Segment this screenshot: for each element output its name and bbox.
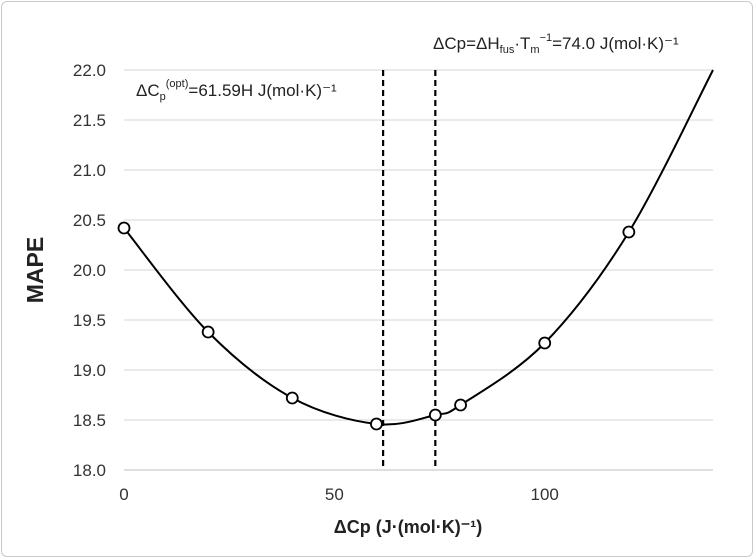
data-point <box>538 336 552 350</box>
annotation-fus: ΔCp=ΔHfus·Tm−1=74.0 J(mol·K)⁻¹ <box>433 32 679 56</box>
x-tick-label: 0 <box>119 485 128 504</box>
y-tick-label: 18.5 <box>73 411 106 430</box>
y-tick-label: 18.0 <box>73 461 106 480</box>
grid <box>124 69 713 471</box>
tick-labels: 18.0 18.5 19.0 19.5 20.0 20.5 21.0 21.5 22.0 0 50 1… <box>73 61 559 504</box>
y-tick-label: 21.0 <box>73 161 106 180</box>
data-point <box>285 391 299 405</box>
annotation-opt-tail: =61.59H J(mol·K)⁻¹ <box>188 81 337 100</box>
x-tick-label: 100 <box>531 485 559 504</box>
annotation-opt: ΔCp(opt)=61.59H J(mol·K)⁻¹ <box>136 78 337 103</box>
annotation-fus-sub2: m <box>530 44 539 56</box>
data-point <box>428 408 442 422</box>
data-point <box>622 225 636 239</box>
data-point <box>370 417 383 431</box>
reference-lines <box>382 70 437 470</box>
y-tick-label: 21.5 <box>73 111 106 130</box>
y-tick-label: 22.0 <box>73 61 106 80</box>
data-points <box>117 221 636 431</box>
annotation-opt-base: ΔC <box>136 81 160 100</box>
annotation-fus-head: ΔCp=ΔH <box>433 34 500 53</box>
annotation-opt-sup: (opt) <box>166 78 189 90</box>
annotation-fus-tail: =74.0 J(mol·K)⁻¹ <box>552 34 679 53</box>
data-point <box>201 325 215 339</box>
y-tick-label: 20.5 <box>73 211 106 230</box>
y-tick-label: 19.5 <box>73 311 106 330</box>
x-tick-label: 50 <box>325 485 344 504</box>
data-point <box>117 221 131 235</box>
y-tick-label: 19.0 <box>73 361 106 380</box>
annotation-fus-mid: ·T <box>514 34 530 53</box>
y-axis-title: MAPE <box>22 237 48 303</box>
annotation-opt-sub: p <box>160 91 166 103</box>
annotation-fus-sub1: fus <box>500 44 515 56</box>
annotation-fus-sup: −1 <box>540 32 553 44</box>
x-axis-title: ΔCp (J·(mol·K)⁻¹) <box>334 517 482 537</box>
y-tick-label: 20.0 <box>73 261 106 280</box>
data-point <box>454 398 467 412</box>
fit-curve <box>123 69 714 426</box>
